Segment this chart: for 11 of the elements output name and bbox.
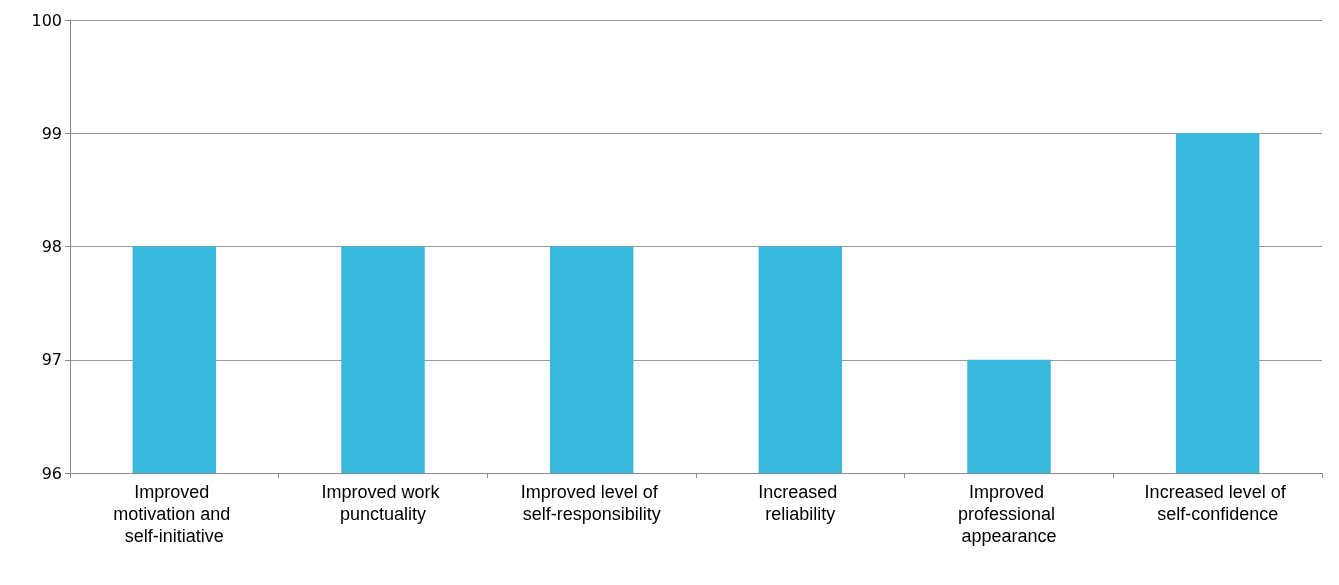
x-tick-label: Improved professional appearance [957, 482, 1061, 546]
x-tick-label: Increased reliability [758, 482, 843, 524]
y-tick-label: 100 [31, 10, 62, 30]
y-tick-label: 96 [41, 463, 62, 483]
x-tick-label: Increased level of self-confidence [1144, 482, 1291, 524]
x-tick-label: Improved level of self-responsibility [520, 482, 663, 524]
x-tick-label: Improved work punctuality [321, 482, 445, 524]
y-tick-label: 99 [41, 123, 62, 143]
y-tick-label: 97 [41, 350, 62, 370]
x-tick-label: Improved motivation and self-initiative [113, 482, 236, 546]
y-tick-label: 98 [41, 237, 62, 256]
